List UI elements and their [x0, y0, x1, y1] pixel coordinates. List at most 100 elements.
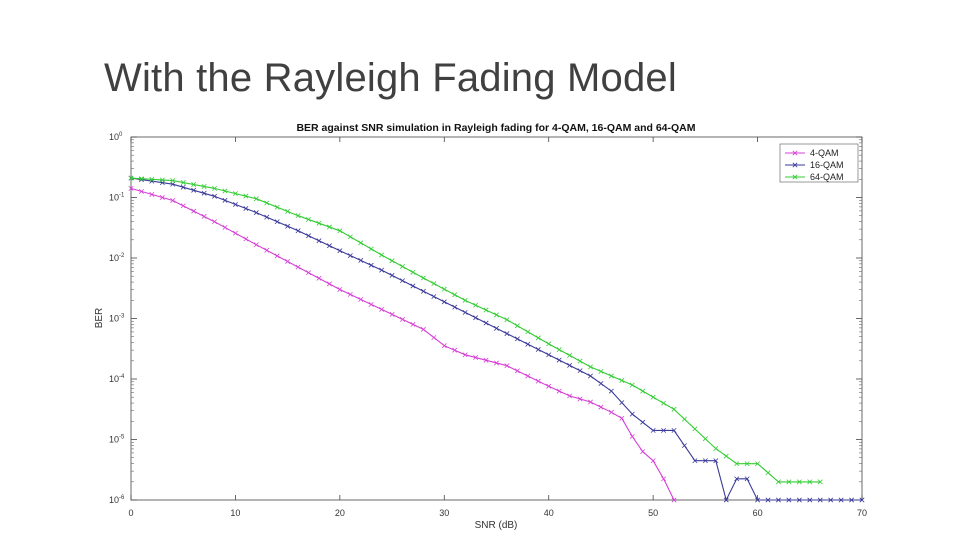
data-point-marker	[431, 281, 437, 287]
data-point-marker	[556, 388, 562, 394]
series-4-qam	[128, 185, 677, 503]
data-point-marker	[734, 461, 740, 467]
data-point-marker	[264, 247, 270, 253]
legend-marker	[792, 150, 798, 156]
data-point-marker	[525, 341, 531, 347]
data-point-marker	[702, 436, 708, 442]
data-point-marker	[671, 427, 677, 433]
data-point-marker	[535, 347, 541, 352]
data-point-marker	[671, 497, 677, 503]
legend-label: 16-QAM	[810, 160, 844, 170]
data-point-marker	[358, 257, 364, 263]
data-point-marker	[306, 216, 312, 222]
data-point-marker	[410, 321, 416, 327]
data-point-marker	[400, 263, 405, 269]
data-point-marker	[567, 362, 573, 368]
data-point-marker	[138, 176, 144, 182]
data-point-marker	[807, 479, 813, 485]
data-point-marker	[525, 329, 531, 335]
data-point-marker	[285, 258, 291, 264]
data-point-marker	[723, 497, 729, 503]
x-tick-label: 70	[857, 508, 867, 518]
axis-ticks: 0 10 20 30 40 50 60 70 100 10-1 10-2 10-3 10-4 10-5 10…	[109, 132, 867, 518]
data-point-marker	[170, 181, 176, 187]
y-tick-label: 100	[109, 132, 123, 142]
data-point-marker	[494, 325, 499, 331]
data-point-marker	[274, 204, 280, 210]
x-axis-label: SNR (dB)	[475, 520, 518, 531]
data-point-marker	[514, 323, 520, 329]
data-point-marker	[619, 400, 625, 406]
data-point-marker	[598, 381, 604, 387]
x-tick-label: 30	[439, 508, 449, 518]
data-point-marker	[170, 198, 176, 204]
data-point-marker	[212, 193, 218, 199]
data-point-marker	[201, 190, 207, 196]
data-point-marker	[295, 213, 301, 219]
data-point-marker	[473, 315, 479, 321]
data-point-marker	[232, 230, 238, 236]
data-point-marker	[462, 352, 468, 358]
data-point-marker	[441, 343, 447, 349]
data-point-marker	[462, 297, 468, 303]
data-point-marker	[755, 461, 761, 467]
data-point-marker	[379, 267, 385, 273]
data-point-marker	[253, 196, 259, 202]
data-point-marker	[786, 479, 792, 485]
series-64-qam	[128, 175, 823, 485]
data-point-marker	[138, 188, 144, 194]
data-point-marker	[577, 358, 583, 364]
data-point-marker	[671, 406, 677, 412]
data-point-marker	[212, 219, 218, 225]
data-point-marker	[347, 234, 353, 240]
data-point-marker	[504, 363, 510, 369]
data-point-marker	[629, 382, 635, 388]
data-point-marker	[243, 236, 249, 242]
data-point-marker	[546, 341, 552, 347]
data-point-marker	[452, 304, 458, 310]
data-point-marker	[159, 195, 165, 200]
data-point-marker	[650, 427, 656, 433]
data-point-marker	[567, 393, 573, 399]
data-point-marker	[306, 233, 312, 239]
data-point-marker	[692, 458, 698, 464]
plot-area	[130, 136, 863, 501]
data-point-marker	[337, 286, 343, 292]
data-point-marker	[556, 347, 562, 353]
data-point-marker	[692, 426, 698, 432]
data-point-marker	[201, 213, 207, 219]
y-tick-label: 10-3	[109, 314, 125, 324]
data-point-marker	[619, 378, 625, 383]
data-point-marker	[420, 275, 426, 281]
data-point-marker	[849, 497, 855, 503]
data-point-marker	[149, 176, 155, 182]
data-point-marker	[128, 185, 134, 191]
x-tick-label: 20	[335, 508, 345, 518]
data-point-marker	[274, 219, 280, 225]
data-point-marker	[285, 208, 291, 214]
data-point-marker	[483, 357, 489, 363]
chart-title: BER against SNR simulation in Rayleigh f…	[296, 122, 695, 134]
data-point-marker	[180, 180, 186, 186]
data-point-marker	[389, 311, 395, 317]
data-point-marker	[452, 347, 458, 353]
data-point-marker	[640, 388, 646, 394]
data-point-marker	[567, 352, 573, 358]
x-tick-label: 60	[753, 508, 763, 518]
data-point-marker	[661, 400, 667, 406]
data-point-marker	[212, 185, 218, 191]
data-point-marker	[734, 476, 740, 482]
data-point-marker	[191, 208, 197, 214]
data-point-marker	[358, 240, 364, 246]
data-point-marker	[274, 253, 280, 259]
data-point-marker	[535, 378, 541, 384]
data-point-marker	[817, 497, 823, 503]
data-point-marker	[180, 184, 186, 190]
data-point-marker	[368, 246, 374, 252]
data-point-marker	[410, 283, 416, 289]
data-point-marker	[681, 416, 687, 422]
data-point-marker	[838, 497, 844, 503]
data-point-marker	[420, 288, 426, 294]
data-point-marker	[765, 497, 771, 503]
